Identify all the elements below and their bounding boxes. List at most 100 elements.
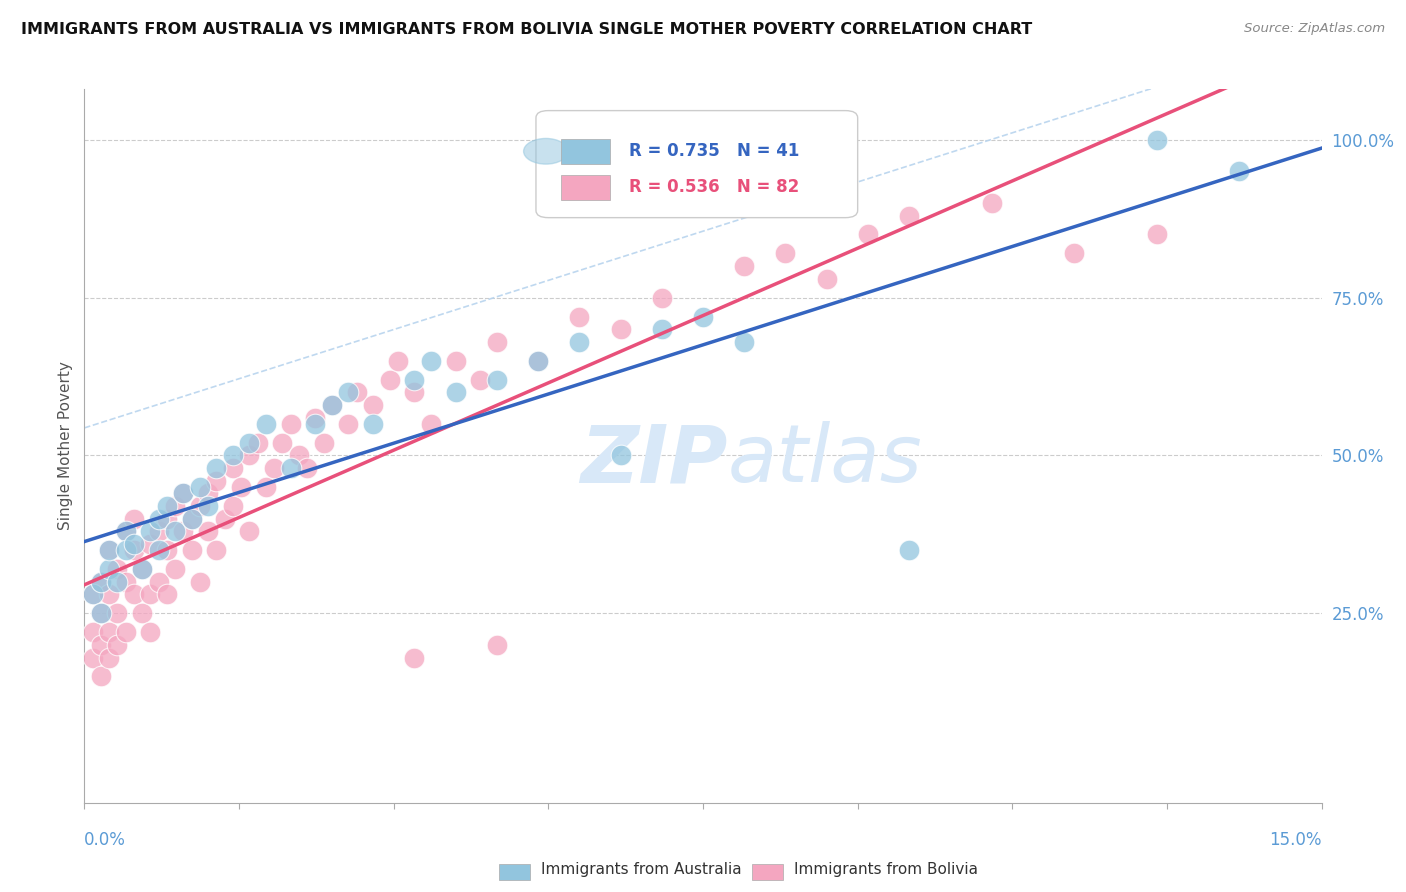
- Point: [387, 353, 409, 368]
- Point: [980, 195, 1002, 210]
- Point: [1146, 133, 1168, 147]
- FancyBboxPatch shape: [561, 139, 610, 164]
- Point: [444, 353, 467, 368]
- Point: [444, 385, 467, 400]
- Point: [188, 499, 211, 513]
- Point: [90, 638, 112, 652]
- Point: [280, 461, 302, 475]
- Point: [82, 587, 104, 601]
- Point: [361, 417, 384, 431]
- Point: [692, 310, 714, 324]
- Point: [733, 334, 755, 349]
- Point: [82, 650, 104, 665]
- Point: [98, 543, 121, 558]
- Point: [90, 574, 112, 589]
- Point: [188, 480, 211, 494]
- Point: [304, 410, 326, 425]
- Point: [165, 562, 187, 576]
- Point: [165, 524, 187, 539]
- Point: [105, 607, 128, 621]
- Point: [172, 486, 194, 500]
- Text: R = 0.536   N = 82: R = 0.536 N = 82: [628, 178, 799, 196]
- Point: [131, 562, 153, 576]
- Point: [378, 373, 401, 387]
- Point: [172, 524, 194, 539]
- Point: [98, 650, 121, 665]
- Point: [156, 587, 179, 601]
- Point: [156, 511, 179, 525]
- Point: [148, 543, 170, 558]
- Y-axis label: Single Mother Poverty: Single Mother Poverty: [58, 361, 73, 531]
- Point: [222, 449, 245, 463]
- Point: [148, 574, 170, 589]
- Point: [98, 625, 121, 640]
- Text: Immigrants from Bolivia: Immigrants from Bolivia: [794, 863, 979, 877]
- Point: [609, 449, 631, 463]
- Point: [856, 227, 879, 242]
- Point: [90, 669, 112, 683]
- Point: [238, 524, 260, 539]
- Point: [122, 543, 145, 558]
- Point: [139, 625, 162, 640]
- Point: [114, 574, 136, 589]
- Point: [295, 461, 318, 475]
- Text: 0.0%: 0.0%: [84, 831, 127, 849]
- Point: [139, 537, 162, 551]
- Point: [214, 511, 236, 525]
- Point: [105, 574, 128, 589]
- Point: [131, 607, 153, 621]
- Point: [180, 511, 202, 525]
- Point: [197, 524, 219, 539]
- Point: [485, 334, 508, 349]
- Text: R = 0.735   N = 41: R = 0.735 N = 41: [628, 143, 799, 161]
- Point: [419, 417, 441, 431]
- Point: [205, 474, 228, 488]
- Point: [254, 417, 277, 431]
- Point: [321, 398, 343, 412]
- Point: [82, 587, 104, 601]
- Point: [172, 486, 194, 500]
- Point: [205, 543, 228, 558]
- Point: [485, 373, 508, 387]
- Point: [898, 209, 921, 223]
- Text: IMMIGRANTS FROM AUSTRALIA VS IMMIGRANTS FROM BOLIVIA SINGLE MOTHER POVERTY CORRE: IMMIGRANTS FROM AUSTRALIA VS IMMIGRANTS …: [21, 22, 1032, 37]
- FancyBboxPatch shape: [561, 175, 610, 200]
- Point: [229, 480, 252, 494]
- Point: [114, 625, 136, 640]
- Point: [568, 310, 591, 324]
- Point: [898, 543, 921, 558]
- Point: [98, 543, 121, 558]
- Point: [271, 435, 294, 450]
- Point: [122, 537, 145, 551]
- Point: [651, 322, 673, 336]
- Point: [609, 322, 631, 336]
- Point: [148, 511, 170, 525]
- Point: [156, 499, 179, 513]
- Point: [304, 417, 326, 431]
- Point: [90, 607, 112, 621]
- Point: [568, 334, 591, 349]
- Point: [280, 417, 302, 431]
- Point: [419, 353, 441, 368]
- Point: [1227, 164, 1250, 178]
- Point: [148, 524, 170, 539]
- Point: [288, 449, 311, 463]
- Point: [180, 511, 202, 525]
- Point: [139, 587, 162, 601]
- Point: [361, 398, 384, 412]
- Point: [312, 435, 335, 450]
- Point: [139, 524, 162, 539]
- Point: [238, 435, 260, 450]
- Point: [404, 385, 426, 400]
- Point: [122, 511, 145, 525]
- Point: [222, 499, 245, 513]
- Point: [1063, 246, 1085, 260]
- Point: [775, 246, 797, 260]
- Point: [105, 562, 128, 576]
- Point: [114, 524, 136, 539]
- Point: [122, 587, 145, 601]
- Point: [527, 353, 550, 368]
- Point: [470, 373, 492, 387]
- Point: [205, 461, 228, 475]
- Point: [527, 353, 550, 368]
